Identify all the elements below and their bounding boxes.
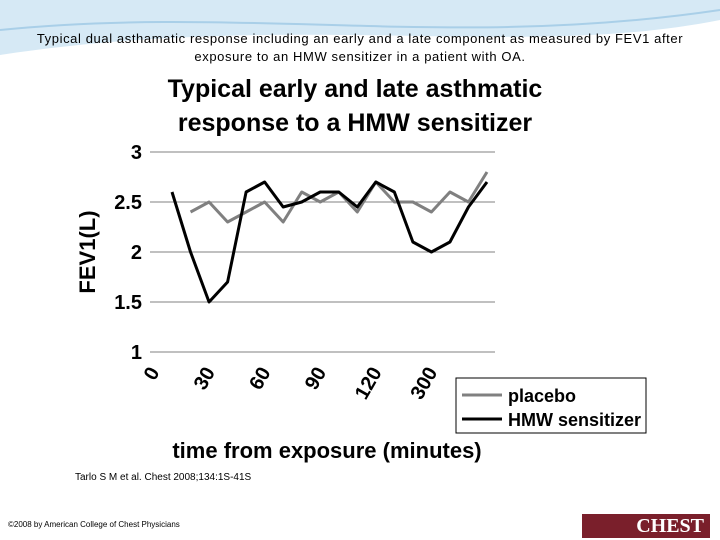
logo: CHEST <box>582 514 710 538</box>
y-tick-label: 2 <box>131 242 142 264</box>
series-line <box>170 180 489 304</box>
x-axis-label: time from exposure (minutes) <box>172 438 481 463</box>
chart-title: Typical early and late asthmatic respons… <box>167 75 543 137</box>
x-tick-label: 120 <box>351 364 387 404</box>
swoosh <box>0 0 720 55</box>
y-tick-label: 1.5 <box>114 292 142 314</box>
x-tick-label: 30 <box>190 364 220 394</box>
slide-title: Typical dual asthamatic response includi… <box>36 31 684 64</box>
x-tick-label: 300 <box>407 364 443 404</box>
y-axis-label: FEV1(L) <box>75 210 100 293</box>
legend-box <box>455 377 647 434</box>
y-tick-label: 1 <box>131 342 142 364</box>
y-tick-label: 2.5 <box>114 192 142 214</box>
legend-label: placebo <box>508 386 576 406</box>
x-tick-label: 0 <box>140 364 165 385</box>
footer: ©2008 by American College of Chest Physi… <box>8 520 180 529</box>
x-tick-label: 90 <box>301 364 331 394</box>
y-tick-label: 3 <box>131 142 142 164</box>
x-tick-label: 60 <box>245 364 275 394</box>
swoosh-line <box>0 9 720 31</box>
series-line <box>189 171 489 224</box>
legend-label: HMW sensitizer <box>508 410 641 430</box>
citation: Tarlo S M et al. Chest 2008;134:1S-41S <box>75 472 252 483</box>
